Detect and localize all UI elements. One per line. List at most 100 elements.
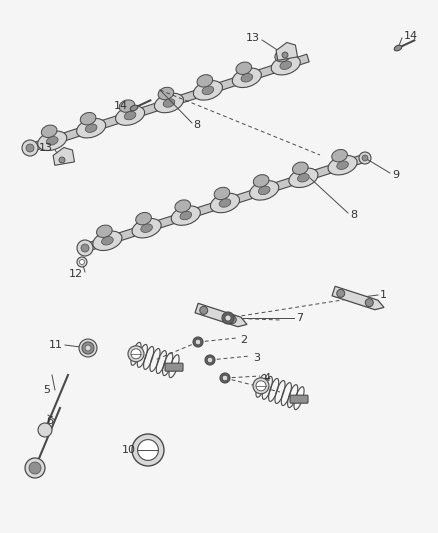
Ellipse shape	[77, 118, 106, 138]
Circle shape	[282, 52, 288, 58]
Ellipse shape	[280, 61, 292, 69]
Text: 2: 2	[240, 335, 247, 345]
Circle shape	[138, 440, 159, 461]
Circle shape	[225, 315, 231, 321]
Circle shape	[253, 378, 269, 394]
Circle shape	[38, 423, 52, 437]
Ellipse shape	[124, 111, 136, 120]
Circle shape	[81, 244, 89, 252]
Text: 4: 4	[263, 373, 270, 383]
Ellipse shape	[194, 80, 223, 100]
Circle shape	[200, 306, 208, 314]
Ellipse shape	[202, 86, 214, 95]
Ellipse shape	[180, 212, 192, 220]
Ellipse shape	[250, 181, 279, 200]
Text: 8: 8	[193, 120, 200, 130]
Ellipse shape	[80, 112, 96, 125]
Text: 5: 5	[43, 385, 50, 395]
Ellipse shape	[210, 193, 240, 213]
Ellipse shape	[141, 224, 152, 232]
Polygon shape	[29, 54, 309, 152]
Circle shape	[222, 375, 228, 381]
Ellipse shape	[130, 105, 138, 111]
Circle shape	[25, 458, 45, 478]
Circle shape	[26, 144, 34, 152]
Ellipse shape	[253, 175, 269, 187]
Ellipse shape	[328, 156, 357, 175]
Text: 10: 10	[122, 445, 136, 455]
Polygon shape	[332, 286, 384, 310]
Circle shape	[132, 434, 164, 466]
Ellipse shape	[258, 186, 270, 195]
Circle shape	[77, 240, 93, 256]
Ellipse shape	[96, 225, 112, 238]
Circle shape	[222, 312, 234, 324]
Text: 7: 7	[296, 313, 303, 323]
Text: 11: 11	[49, 340, 63, 350]
Polygon shape	[195, 303, 247, 327]
Ellipse shape	[132, 219, 161, 238]
Ellipse shape	[332, 149, 347, 162]
Ellipse shape	[116, 106, 145, 125]
Circle shape	[362, 155, 368, 161]
Text: 14: 14	[114, 101, 128, 111]
Circle shape	[220, 373, 230, 383]
FancyBboxPatch shape	[165, 363, 183, 371]
Circle shape	[193, 337, 203, 347]
Ellipse shape	[102, 237, 113, 245]
Circle shape	[359, 152, 371, 164]
Ellipse shape	[293, 162, 308, 174]
Ellipse shape	[289, 168, 318, 188]
Text: 14: 14	[404, 31, 418, 41]
Polygon shape	[276, 43, 297, 60]
Ellipse shape	[394, 45, 402, 51]
Circle shape	[77, 257, 87, 267]
Ellipse shape	[93, 231, 122, 251]
Text: 1: 1	[380, 290, 387, 300]
Ellipse shape	[175, 200, 191, 212]
Circle shape	[128, 346, 144, 362]
Circle shape	[82, 342, 94, 354]
Ellipse shape	[163, 99, 175, 107]
Ellipse shape	[85, 124, 97, 132]
Text: 8: 8	[350, 210, 357, 220]
Ellipse shape	[136, 213, 152, 225]
Ellipse shape	[171, 206, 200, 225]
Ellipse shape	[297, 174, 309, 182]
Circle shape	[205, 355, 215, 365]
Circle shape	[195, 339, 201, 345]
Text: 9: 9	[392, 170, 399, 180]
Ellipse shape	[214, 187, 230, 200]
Polygon shape	[53, 148, 74, 165]
Ellipse shape	[119, 100, 135, 112]
Text: 6: 6	[46, 416, 53, 426]
Circle shape	[59, 157, 65, 163]
Ellipse shape	[219, 199, 231, 207]
Polygon shape	[84, 154, 366, 252]
Ellipse shape	[41, 125, 57, 138]
Text: 3: 3	[253, 353, 260, 363]
Circle shape	[79, 339, 97, 357]
Ellipse shape	[232, 68, 261, 87]
Ellipse shape	[155, 93, 184, 112]
Ellipse shape	[271, 55, 300, 75]
Circle shape	[29, 462, 41, 474]
Ellipse shape	[46, 136, 58, 145]
Ellipse shape	[38, 131, 67, 150]
Ellipse shape	[236, 62, 251, 75]
Circle shape	[207, 357, 213, 363]
Circle shape	[256, 381, 266, 391]
Ellipse shape	[158, 87, 174, 100]
FancyBboxPatch shape	[290, 395, 308, 403]
Circle shape	[228, 316, 236, 324]
Circle shape	[131, 349, 141, 359]
Circle shape	[22, 140, 38, 156]
Ellipse shape	[275, 50, 290, 62]
Ellipse shape	[197, 75, 213, 87]
Circle shape	[85, 345, 91, 351]
Circle shape	[337, 289, 345, 297]
Text: 13: 13	[246, 33, 260, 43]
Text: 13: 13	[39, 143, 53, 153]
Ellipse shape	[337, 161, 349, 169]
Text: 12: 12	[69, 269, 83, 279]
